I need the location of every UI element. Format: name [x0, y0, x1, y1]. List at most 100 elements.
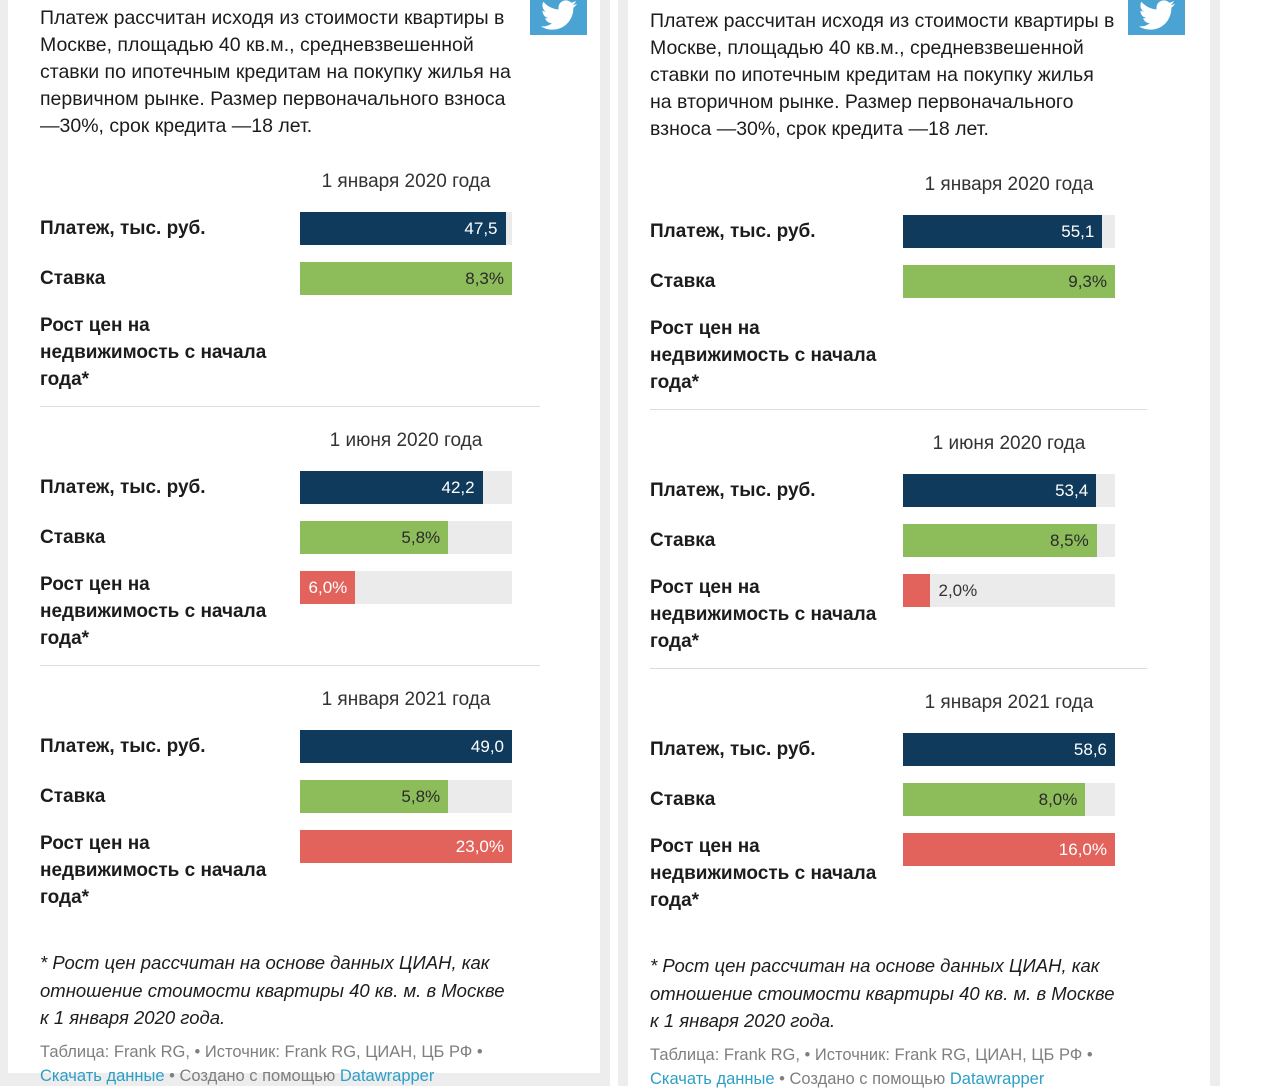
row-label-rate: Ставка [40, 527, 106, 548]
bar-value: 53,4 [1055, 480, 1089, 500]
section-jun-2020: 1 июня 2020 года Платеж, тыс. руб. 42,2 … [40, 427, 512, 652]
bar-track: 53,4 [903, 474, 1115, 507]
datawrapper-link[interactable]: Datawrapper [339, 1066, 435, 1085]
section-jan-2020: 1 января 2020 года Платеж, тыс. руб. 55,… [650, 171, 1115, 396]
row-label-payment: Платеж, тыс. руб. [40, 736, 206, 757]
row-payment: Платеж, тыс. руб. 53,4 [650, 474, 1115, 507]
credits-source: Таблица: Frank RG, • Источник: Frank RG,… [650, 1045, 1093, 1064]
row-label-growth: Рост цен на недвижимость с начала года* [40, 315, 267, 390]
bar-track: 8,5% [903, 524, 1115, 557]
row-label-growth: Рост цен на недвижимость с начала года* [40, 574, 267, 649]
row-rate: Ставка 9,3% [650, 265, 1115, 298]
bar-track: 5,8% [300, 780, 512, 813]
payment-bar: 58,6 [903, 733, 1115, 766]
row-growth: Рост цен на недвижимость с начала года* [40, 312, 512, 393]
section-jan-2021: 1 января 2021 года Платеж, тыс. руб. 58,… [650, 689, 1115, 914]
growth-bar: 16,0% [903, 833, 1115, 866]
row-growth: Рост цен на недвижимость с начала года* [650, 315, 1115, 396]
bar-track: 2,0% [903, 574, 1115, 607]
bar-track: 8,0% [903, 783, 1115, 816]
row-payment: Платеж, тыс. руб. 49,0 [40, 730, 512, 763]
bar-value: 8,0% [1038, 789, 1078, 809]
bar-track: 5,8% [300, 521, 512, 554]
section-divider [650, 409, 1147, 410]
chart-description: Платеж рассчитан исходя из стоимости ква… [650, 10, 1115, 140]
rate-bar: 8,3% [300, 262, 512, 295]
section-date: 1 июня 2020 года [329, 430, 483, 451]
payment-bar: 49,0 [300, 730, 512, 763]
row-growth: Рост цен на недвижимость с начала года* … [650, 833, 1115, 914]
download-data-link[interactable]: Скачать данные [650, 1069, 775, 1088]
bar-track: 58,6 [903, 733, 1115, 766]
bar-value: 9,3% [1068, 271, 1107, 291]
row-label-rate: Ставка [40, 786, 106, 807]
bar-value: 47,5 [464, 218, 498, 238]
bar-track: 47,5 [300, 212, 512, 245]
bar-value: 49,0 [470, 736, 504, 756]
bar-value: 8,5% [1050, 530, 1089, 550]
bar-track: 8,3% [300, 262, 512, 295]
row-growth: Рост цен на недвижимость с начала года* … [40, 571, 512, 652]
section-date: 1 января 2020 года [924, 174, 1094, 195]
growth-bar: 6,0% [300, 571, 356, 604]
chart-card-primary-market: Платеж рассчитан исходя из стоимости ква… [0, 0, 610, 1086]
payment-bar: 42,2 [300, 471, 483, 504]
bar-value-outside: 2,0% [938, 580, 978, 600]
bar-track: 49,0 [300, 730, 512, 763]
row-label-payment: Платеж, тыс. руб. [650, 739, 816, 760]
row-label-growth: Рост цен на недвижимость с начала года* [650, 577, 877, 652]
row-rate: Ставка 8,0% [650, 783, 1115, 816]
credits: Таблица: Frank RG, • Источник: Frank RG,… [40, 1040, 512, 1088]
row-label-payment: Платеж, тыс. руб. [650, 221, 816, 242]
bar-track: 23,0% [300, 830, 512, 863]
section-jan-2021: 1 января 2021 года Платеж, тыс. руб. 49,… [40, 686, 512, 911]
section-date: 1 января 2021 года [321, 689, 491, 710]
bar-value: 16,0% [1058, 839, 1107, 859]
bar-track: 9,3% [903, 265, 1115, 298]
row-growth: Рост цен на недвижимость с начала года* … [40, 830, 512, 911]
bar-value: 58,6 [1073, 739, 1107, 759]
row-payment: Платеж, тыс. руб. 47,5 [40, 212, 512, 245]
row-payment: Платеж, тыс. руб. 55,1 [650, 215, 1115, 248]
chart-card-secondary-market: Платеж рассчитан исходя из стоимости ква… [618, 0, 1220, 1088]
footnote: * Рост цен рассчитан на основе данных ЦИ… [650, 955, 1115, 1031]
rate-bar: 8,0% [903, 783, 1086, 816]
growth-bar: 23,0% [300, 830, 512, 863]
payment-bar: 53,4 [903, 474, 1097, 507]
section-divider [650, 668, 1147, 669]
download-data-link[interactable]: Скачать данные [40, 1066, 165, 1085]
row-rate: Ставка 5,8% [40, 521, 512, 554]
section-jan-2020: 1 января 2020 года Платеж, тыс. руб. 47,… [40, 168, 512, 393]
bar-track: 16,0% [903, 833, 1115, 866]
credits-created-with: • Создано с помощью [774, 1069, 950, 1088]
twitter-share-button[interactable] [530, 0, 587, 35]
payment-bar: 47,5 [300, 212, 506, 245]
rate-bar: 9,3% [903, 265, 1115, 298]
row-label-growth: Рост цен на недвижимость с начала года* [650, 318, 877, 393]
bar-track: 6,0% [300, 571, 512, 604]
row-payment: Платеж, тыс. руб. 58,6 [650, 733, 1115, 766]
bar-track: 42,2 [300, 471, 512, 504]
growth-bar [903, 574, 930, 607]
twitter-icon [540, 0, 577, 34]
row-label-growth: Рост цен на недвижимость с начала года* [650, 836, 877, 911]
row-label-rate: Ставка [650, 271, 716, 292]
section-date: 1 июня 2020 года [932, 433, 1086, 454]
row-payment: Платеж, тыс. руб. 42,2 [40, 471, 512, 504]
bar-track: 55,1 [903, 215, 1115, 248]
twitter-share-button[interactable] [1128, 0, 1185, 35]
row-label-payment: Платеж, тыс. руб. [40, 477, 206, 498]
bar-value: 55,1 [1061, 221, 1095, 241]
rate-bar: 5,8% [300, 780, 449, 813]
credits: Таблица: Frank RG, • Источник: Frank RG,… [650, 1043, 1115, 1091]
row-growth: Рост цен на недвижимость с начала года* … [650, 574, 1115, 655]
twitter-icon [1138, 0, 1175, 34]
row-label-growth: Рост цен на недвижимость с начала года* [40, 833, 267, 908]
datawrapper-link[interactable]: Datawrapper [949, 1069, 1045, 1088]
row-label-rate: Ставка [650, 530, 716, 551]
rate-bar: 8,5% [903, 524, 1097, 557]
credits-source: Таблица: Frank RG, • Источник: Frank RG,… [40, 1042, 483, 1061]
row-label-rate: Ставка [40, 268, 106, 289]
row-label-rate: Ставка [650, 789, 716, 810]
